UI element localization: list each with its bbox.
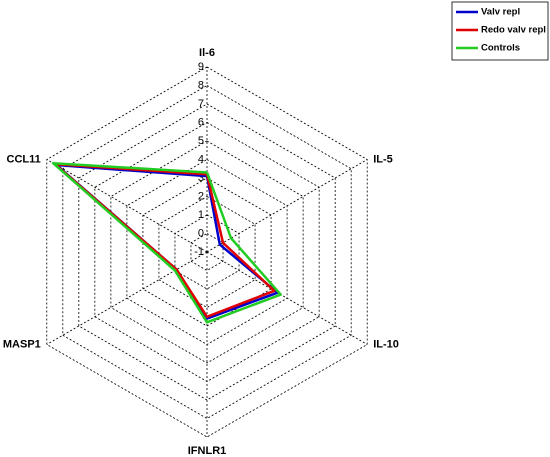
r-tick-label: 1 xyxy=(198,209,204,221)
r-tick-label: 8 xyxy=(198,79,204,91)
grid-ring xyxy=(158,196,256,308)
legend-label: Valv repl xyxy=(481,7,520,18)
grid-ring xyxy=(190,233,224,271)
r-tick-label: 9 xyxy=(198,61,204,73)
series-line xyxy=(55,163,279,320)
axis-label: IL-10 xyxy=(373,338,399,350)
r-tick-label: 5 xyxy=(198,135,204,147)
series-line xyxy=(53,162,276,318)
spoke xyxy=(206,251,368,345)
spoke xyxy=(46,159,208,253)
grid-ring xyxy=(62,85,352,419)
r-tick-label: 0 xyxy=(198,227,204,239)
r-tick-label: 2 xyxy=(198,190,204,202)
axis-label: CCL11 xyxy=(7,153,41,165)
series-line xyxy=(51,161,282,324)
r-tick-label: 6 xyxy=(198,116,204,128)
grid-ring xyxy=(110,140,304,364)
spoke xyxy=(46,251,208,345)
r-tick-label: 3 xyxy=(198,172,204,184)
axis-label: IFNLR1 xyxy=(188,445,227,457)
axis-label: Il-6 xyxy=(199,47,215,59)
axis-label: MASP1 xyxy=(3,338,41,350)
r-tick-label: 7 xyxy=(198,98,204,110)
legend-label: Controls xyxy=(481,43,520,54)
r-tick-label: -1 xyxy=(194,246,204,258)
axis-label: IL-5 xyxy=(373,153,393,165)
spoke xyxy=(206,159,368,253)
legend-label: Redo valv repl xyxy=(481,25,546,36)
r-tick-label: 4 xyxy=(198,153,204,165)
